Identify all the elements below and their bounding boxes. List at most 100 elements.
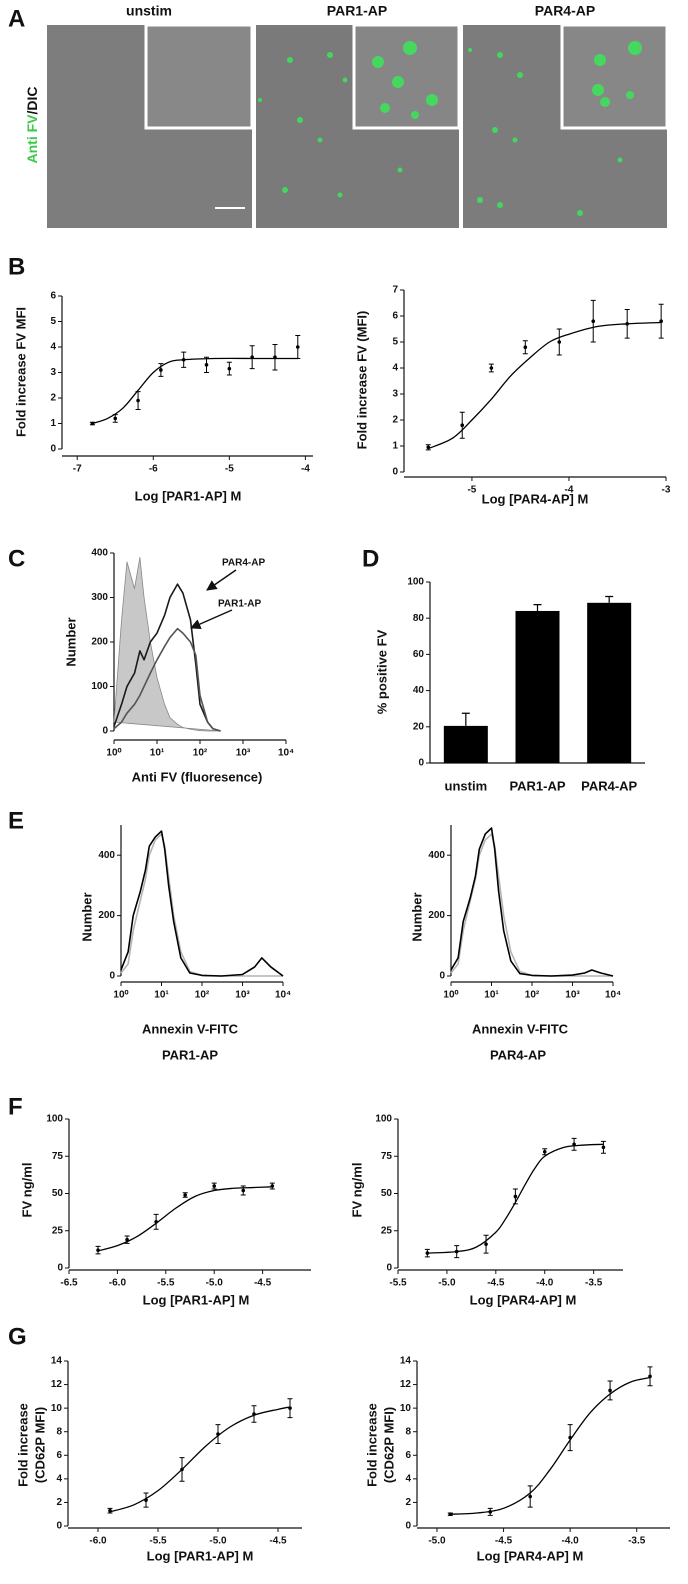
error-bar bbox=[605, 595, 614, 603]
data-point bbox=[270, 1184, 275, 1188]
spot bbox=[497, 52, 503, 58]
x-tick-label: -5.0 bbox=[206, 1278, 224, 1289]
y-axis-label: Fold increase bbox=[364, 1403, 379, 1487]
column-label: PAR4-AP bbox=[535, 3, 595, 19]
y-axis-label: (CD62P MFI) bbox=[32, 1407, 47, 1483]
x-axis-label: Log [PAR1-AP] M bbox=[143, 1292, 250, 1307]
y-axis-label: (CD62P MFI) bbox=[381, 1407, 396, 1483]
y-tick-label: 200 bbox=[91, 637, 108, 648]
y-tick-label: 2 bbox=[405, 1497, 411, 1508]
chart-title: PAR1-AP bbox=[162, 1047, 218, 1062]
x-tick-label: PAR1-AP bbox=[509, 778, 565, 793]
inset bbox=[352, 23, 461, 130]
data-point bbox=[212, 1184, 216, 1188]
spot bbox=[327, 52, 333, 58]
data-point bbox=[625, 322, 629, 326]
y-tick-label: 6 bbox=[405, 1450, 411, 1461]
spot bbox=[342, 77, 348, 83]
spot bbox=[380, 103, 390, 113]
spot bbox=[258, 98, 262, 102]
histogram-trace bbox=[113, 583, 221, 732]
x-tick-label: 10⁴ bbox=[275, 990, 291, 1001]
y-tick-label: 100 bbox=[46, 1114, 63, 1125]
spot bbox=[626, 91, 634, 99]
x-axis-label: Log [PAR4-AP] M bbox=[482, 491, 589, 506]
x-tick-label: -3.5 bbox=[628, 1536, 646, 1547]
inset bbox=[560, 23, 669, 130]
y-axis-label: Number bbox=[79, 892, 94, 941]
chart: 0 1 2 3 4 5 6 -7 -6 -5 -4 Log [PAR1-AP] M Fold incre… bbox=[13, 291, 313, 503]
x-tick-label: 10¹ bbox=[484, 990, 499, 1001]
x-tick-label: -6 bbox=[149, 464, 158, 475]
x-tick-label: -5.0 bbox=[438, 1278, 456, 1289]
panel-label: B bbox=[8, 253, 25, 280]
y-tick-label: 3 bbox=[50, 367, 56, 378]
y-tick-label: 20 bbox=[413, 721, 425, 732]
micrographs: unstim PAR1-AP PAR4-AP Anti FV/DIC bbox=[24, 3, 669, 228]
y-tick-label: 5 bbox=[50, 316, 56, 327]
x-tick-label: -4.5 bbox=[254, 1278, 272, 1289]
chart: 0 25 50 75 100 -5.5 -5.0 -4.5 -4.0 -3.5 Log [PAR4-… bbox=[349, 1047, 623, 1307]
data-point bbox=[273, 355, 277, 360]
data-point bbox=[484, 1242, 488, 1246]
data-point bbox=[288, 1406, 292, 1410]
x-tick-label: 10⁰ bbox=[106, 748, 121, 759]
spot bbox=[600, 97, 610, 107]
data-point bbox=[591, 319, 596, 324]
data-point bbox=[227, 366, 232, 371]
x-tick-label: -5.0 bbox=[209, 1536, 227, 1547]
x-tick-label: -5.5 bbox=[157, 1278, 175, 1289]
y-tick-label: 300 bbox=[91, 592, 108, 603]
y-tick-label: 200 bbox=[428, 910, 445, 921]
y-tick-label: 1 bbox=[392, 441, 398, 452]
x-tick-label: 10² bbox=[195, 990, 210, 1001]
y-tick-label: 0 bbox=[439, 971, 445, 982]
y-tick-label: 400 bbox=[98, 850, 115, 861]
y-axis-label: FV ng/ml bbox=[19, 1163, 34, 1218]
y-tick-label: 2 bbox=[56, 1497, 62, 1508]
x-tick-label: PAR4-AP bbox=[581, 778, 637, 793]
bar bbox=[515, 610, 560, 763]
panel-label: G bbox=[8, 1323, 27, 1350]
x-tick-label: 10¹ bbox=[154, 990, 169, 1001]
data-point bbox=[523, 345, 528, 350]
spot bbox=[577, 210, 583, 216]
x-tick-label: -4.0 bbox=[536, 1278, 554, 1289]
x-axis-label: Log [PAR4-AP] M bbox=[470, 1292, 577, 1307]
x-tick-label: -4.5 bbox=[269, 1536, 287, 1547]
y-tick-label: 0 bbox=[50, 444, 56, 455]
bar bbox=[587, 602, 632, 763]
column-label: unstim bbox=[126, 3, 172, 19]
spot bbox=[372, 56, 384, 68]
data-point bbox=[113, 416, 118, 421]
y-axis-label: Number bbox=[63, 617, 78, 666]
y-tick-label: 14 bbox=[51, 1356, 63, 1367]
y-tick-label: 80 bbox=[413, 613, 425, 624]
chart: 0 2 4 6 8 10 12 14 -6.0 -5.5 -5.0 -4.5 Log [PAR1-AP]… bbox=[15, 1356, 302, 1563]
data-point bbox=[601, 1145, 606, 1150]
x-tick-label: 10⁴ bbox=[605, 990, 621, 1001]
y-tick-label: 4 bbox=[56, 1473, 62, 1484]
y-tick-label: 6 bbox=[392, 311, 398, 322]
histogram-trace bbox=[450, 833, 613, 977]
y-axis-label: Fold increase FV MFI bbox=[13, 307, 28, 437]
y-tick-label: 400 bbox=[91, 548, 108, 559]
data-point bbox=[488, 1510, 493, 1514]
x-axis-label: Log [PAR1-AP] M bbox=[135, 488, 242, 503]
data-point bbox=[542, 1149, 547, 1154]
x-axis-label: Anti FV (fluoresence) bbox=[132, 769, 263, 784]
y-tick-label: 2 bbox=[392, 415, 398, 426]
panel-label: A bbox=[8, 5, 25, 32]
x-tick-label: 10⁴ bbox=[278, 748, 294, 759]
spot bbox=[297, 117, 303, 123]
y-tick-label: 10 bbox=[400, 1403, 412, 1414]
data-point bbox=[426, 445, 431, 450]
panel-label: D bbox=[362, 545, 379, 572]
annotation-arrow bbox=[190, 609, 233, 630]
y-tick-label: 10 bbox=[51, 1403, 63, 1414]
spot bbox=[492, 127, 498, 133]
spot bbox=[317, 137, 323, 143]
y-tick-label: 0 bbox=[57, 1263, 63, 1274]
x-tick-label: -5 bbox=[225, 464, 234, 475]
data-point bbox=[528, 1494, 532, 1499]
